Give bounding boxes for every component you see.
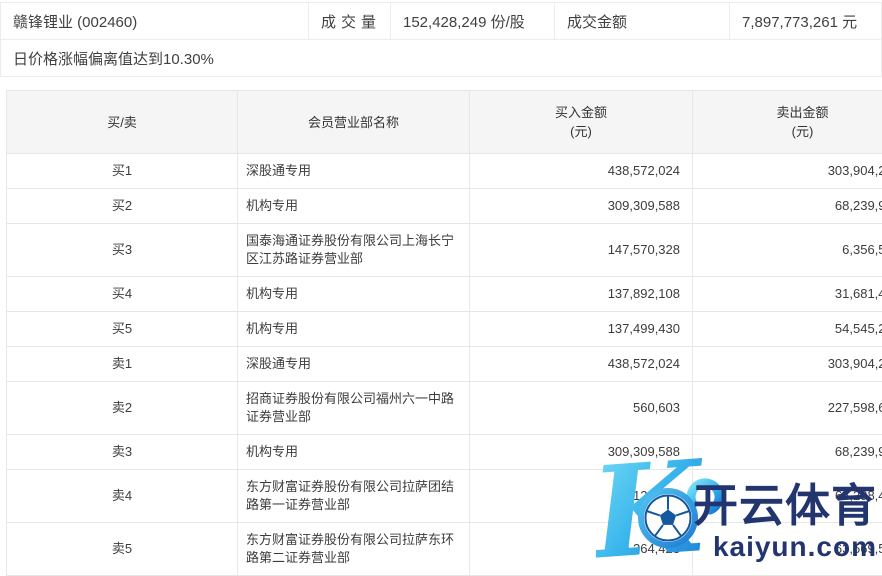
side-cell: 卖1 bbox=[7, 347, 238, 382]
branch-cell: 机构专用 bbox=[238, 435, 470, 470]
branch-cell: 机构专用 bbox=[238, 277, 470, 312]
buy-amount-cell: 137,892,108 bbox=[470, 277, 693, 312]
side-cell: 买2 bbox=[7, 189, 238, 224]
sell-amount-cell: 31,681,439 bbox=[693, 277, 882, 312]
volume-value: 152,428,249 份/股 bbox=[391, 3, 555, 40]
side-cell: 买5 bbox=[7, 312, 238, 347]
side-cell: 买4 bbox=[7, 277, 238, 312]
branch-cell: 机构专用 bbox=[238, 189, 470, 224]
table-row: 卖1 深股通专用 438,572,024 303,904,227 bbox=[7, 347, 882, 382]
branch-cell: 深股通专用 bbox=[238, 347, 470, 382]
branch-cell: 东方财富证券股份有限公司拉萨东环路第二证券营业部 bbox=[238, 523, 470, 576]
deviation-row: 日价格涨幅偏离值达到10.30% bbox=[1, 40, 882, 77]
table-row: 买3 国泰海通证券股份有限公司上海长宁区江苏路证券营业部 147,570,328… bbox=[7, 224, 882, 277]
watermark-text: 开云体育 kaiyun.com bbox=[693, 482, 877, 562]
branch-cell: 东方财富证券股份有限公司拉萨团结路第一证券营业部 bbox=[238, 470, 470, 523]
table-row: 买5 机构专用 137,499,430 54,545,267 bbox=[7, 312, 882, 347]
table-row: 买4 机构专用 137,892,108 31,681,439 bbox=[7, 277, 882, 312]
kaiyun-watermark[interactable]: K 开云体育 kaiyun.com bbox=[596, 452, 882, 570]
watermark-brand: 开云体育 bbox=[693, 482, 877, 530]
stock-summary-table: 赣锋锂业 (002460) 成交量 152,428,249 份/股 成交金额 7… bbox=[0, 2, 882, 77]
summary-row: 赣锋锂业 (002460) 成交量 152,428,249 份/股 成交金额 7… bbox=[1, 3, 882, 40]
branch-cell: 招商证券股份有限公司福州六一中路证券营业部 bbox=[238, 382, 470, 435]
side-cell: 卖4 bbox=[7, 470, 238, 523]
sell-amount-cell: 6,356,573 bbox=[693, 224, 882, 277]
side-cell: 卖2 bbox=[7, 382, 238, 435]
sell-amount-cell: 54,545,267 bbox=[693, 312, 882, 347]
buy-amount-cell: 147,570,328 bbox=[470, 224, 693, 277]
stock-name: 赣锋锂业 (002460) bbox=[1, 3, 309, 40]
table-row: 买1 深股通专用 438,572,024 303,904,227 bbox=[7, 154, 882, 189]
header-side: 买/卖 bbox=[7, 91, 238, 154]
branch-cell: 深股通专用 bbox=[238, 154, 470, 189]
sell-amount-cell: 303,904,227 bbox=[693, 347, 882, 382]
table-row: 买2 机构专用 309,309,588 68,239,996 bbox=[7, 189, 882, 224]
header-buy: 买入金额 (元) bbox=[470, 91, 693, 154]
side-cell: 买3 bbox=[7, 224, 238, 277]
buy-amount-cell: 438,572,024 bbox=[470, 154, 693, 189]
branch-cell: 国泰海通证券股份有限公司上海长宁区江苏路证券营业部 bbox=[238, 224, 470, 277]
volume-label: 成交量 bbox=[309, 3, 391, 40]
watermark-domain: kaiyun.com bbox=[693, 532, 877, 562]
side-cell: 卖3 bbox=[7, 435, 238, 470]
side-cell: 买1 bbox=[7, 154, 238, 189]
buy-amount-cell: 137,499,430 bbox=[470, 312, 693, 347]
branch-cell: 机构专用 bbox=[238, 312, 470, 347]
sell-amount-cell: 303,904,227 bbox=[693, 154, 882, 189]
buy-amount-cell: 309,309,588 bbox=[470, 189, 693, 224]
turnover-value: 7,897,773,261 元 bbox=[730, 3, 882, 40]
side-cell: 卖5 bbox=[7, 523, 238, 576]
table-row: 卖2 招商证券股份有限公司福州六一中路证券营业部 560,603 227,598… bbox=[7, 382, 882, 435]
deviation-note: 日价格涨幅偏离值达到10.30% bbox=[1, 40, 882, 77]
buy-amount-cell: 560,603 bbox=[470, 382, 693, 435]
sell-amount-cell: 68,239,996 bbox=[693, 189, 882, 224]
broker-table-header: 买/卖 会员营业部名称 买入金额 (元) 卖出金额 (元) bbox=[7, 91, 882, 154]
sell-amount-cell: 227,598,602 bbox=[693, 382, 882, 435]
soccer-ball-icon bbox=[638, 488, 698, 548]
buy-amount-cell: 438,572,024 bbox=[470, 347, 693, 382]
turnover-label: 成交金额 bbox=[555, 3, 730, 40]
header-sell: 卖出金额 (元) bbox=[693, 91, 882, 154]
header-branch: 会员营业部名称 bbox=[238, 91, 470, 154]
